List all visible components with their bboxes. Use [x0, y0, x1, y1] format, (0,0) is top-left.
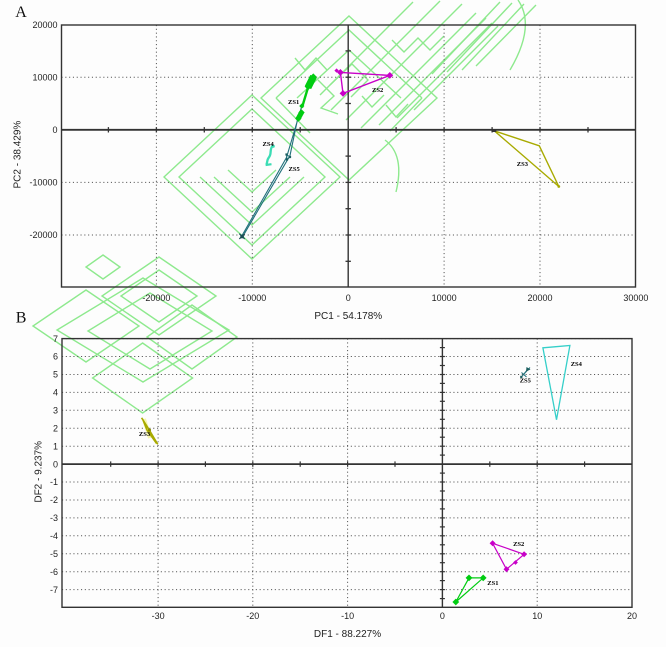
- svg-text:2: 2: [53, 423, 58, 433]
- svg-text:ZS1: ZS1: [487, 580, 498, 587]
- svg-text:ZS1: ZS1: [288, 99, 299, 106]
- svg-text:-5: -5: [50, 549, 58, 559]
- svg-text:-10000: -10000: [238, 293, 266, 303]
- svg-text:-10: -10: [341, 611, 354, 621]
- svg-text:-2: -2: [50, 495, 58, 505]
- svg-text:ZS2: ZS2: [372, 87, 383, 94]
- svg-text:ZS4: ZS4: [571, 361, 583, 368]
- svg-text:PC1 - 54.178%: PC1 - 54.178%: [314, 311, 382, 322]
- svg-text:-4: -4: [50, 531, 58, 541]
- svg-text:6: 6: [53, 352, 58, 362]
- svg-text:PC2 - 38.429%: PC2 - 38.429%: [12, 121, 23, 189]
- svg-text:7: 7: [53, 334, 58, 344]
- svg-text:ZS5: ZS5: [520, 378, 532, 385]
- svg-text:20000: 20000: [32, 20, 57, 30]
- svg-text:10000: 10000: [32, 72, 57, 82]
- svg-text:B: B: [16, 310, 27, 327]
- svg-text:ZS3: ZS3: [517, 161, 529, 168]
- svg-text:0: 0: [52, 125, 57, 135]
- svg-text:-6: -6: [50, 567, 58, 577]
- svg-text:-1: -1: [50, 477, 58, 487]
- svg-text:20000: 20000: [527, 293, 552, 303]
- svg-text:10000: 10000: [432, 293, 457, 303]
- svg-text:-10000: -10000: [29, 178, 57, 188]
- svg-text:0: 0: [346, 293, 351, 303]
- svg-text:1: 1: [53, 441, 58, 451]
- svg-text:10: 10: [532, 611, 542, 621]
- svg-text:5: 5: [53, 370, 58, 380]
- svg-text:-20000: -20000: [29, 230, 57, 240]
- svg-text:DF2 - 9.237%: DF2 - 9.237%: [34, 441, 45, 503]
- svg-text:-3: -3: [50, 513, 58, 523]
- svg-text:ZS2: ZS2: [513, 541, 524, 548]
- svg-text:ZS5: ZS5: [289, 166, 301, 173]
- svg-text:ZS4: ZS4: [263, 141, 275, 148]
- svg-text:0: 0: [53, 459, 58, 469]
- svg-text:30000: 30000: [623, 293, 648, 303]
- svg-text:0: 0: [440, 611, 445, 621]
- svg-text:4: 4: [53, 388, 58, 398]
- svg-text:-30: -30: [152, 611, 165, 621]
- svg-text:DF1 - 88.227%: DF1 - 88.227%: [314, 629, 381, 640]
- svg-text:-20000: -20000: [142, 293, 170, 303]
- svg-text:A: A: [15, 4, 27, 21]
- svg-text:ZS3: ZS3: [139, 431, 151, 438]
- svg-text:20: 20: [627, 611, 637, 621]
- svg-text:3: 3: [53, 406, 58, 416]
- svg-text:-20: -20: [246, 611, 259, 621]
- svg-text:-7: -7: [50, 585, 58, 595]
